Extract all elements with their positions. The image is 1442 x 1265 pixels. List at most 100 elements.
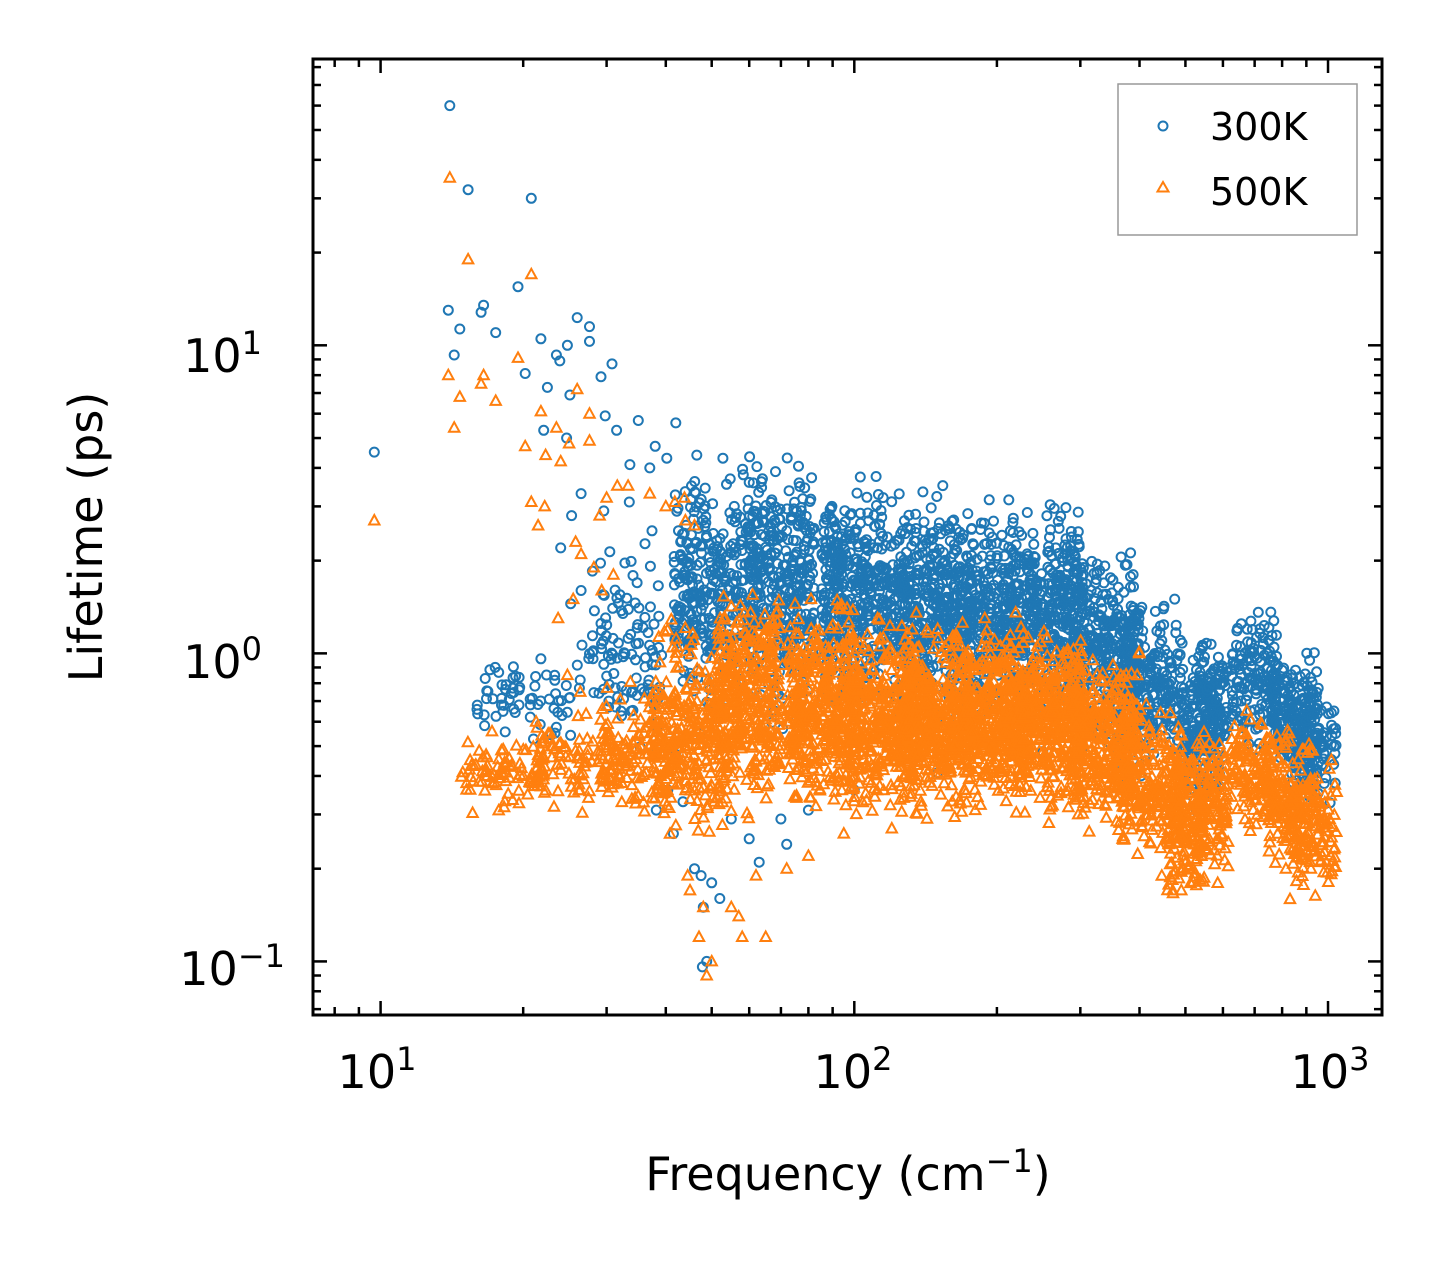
data-point-300K — [856, 556, 868, 568]
data-point-300K — [951, 545, 963, 556]
data-point-300K — [571, 659, 583, 671]
data-point-300K — [691, 559, 703, 571]
data-point-300K — [482, 685, 494, 697]
data-point-300K — [639, 538, 651, 550]
data-point-300K — [901, 522, 913, 534]
data-point-300K — [917, 540, 928, 552]
data-point-300K — [933, 517, 945, 529]
data-point-300K — [685, 608, 697, 620]
data-point-300K — [885, 596, 896, 608]
data-point-300K — [854, 471, 866, 483]
data-point-300K — [767, 535, 779, 547]
data-point-300K — [925, 605, 937, 617]
data-point-300K — [916, 547, 928, 559]
data-point-300K — [653, 610, 665, 622]
data-point-300K — [851, 487, 863, 499]
data-point-300K — [939, 554, 951, 566]
data-point-300K — [603, 679, 615, 690]
data-point-300K — [625, 555, 637, 567]
data-point-300K — [583, 653, 595, 664]
data-point-300K — [555, 695, 567, 707]
data-point-300K — [826, 514, 838, 526]
data-point-300K — [820, 513, 832, 525]
data-point-300K — [937, 604, 949, 616]
data-point-300K — [694, 557, 706, 568]
data-point-300K — [830, 568, 842, 580]
data-point-300K — [552, 706, 564, 718]
data-point-300K — [876, 511, 888, 523]
data-point-300K — [745, 554, 757, 566]
data-point-300K — [727, 538, 739, 550]
data-point-300K — [691, 573, 703, 585]
data-point-300K — [800, 524, 812, 536]
data-point-300K — [707, 528, 719, 539]
data-point-300K — [830, 523, 842, 534]
data-point-300K — [889, 633, 901, 645]
data-point-300K — [697, 514, 709, 526]
data-point-300K — [668, 579, 680, 591]
data-point-300K — [787, 534, 799, 546]
data-point-300K — [747, 477, 759, 489]
data-point-300K — [856, 566, 868, 578]
data-point-300K — [844, 547, 856, 559]
data-point-300K — [489, 661, 501, 673]
data-point-300K — [885, 573, 897, 585]
data-point-300K — [708, 542, 719, 554]
data-point-300K — [855, 598, 867, 610]
data-point-300K — [885, 580, 897, 592]
data-point-300K — [781, 452, 793, 464]
data-point-300K — [862, 564, 874, 576]
data-point-300K — [930, 613, 942, 625]
data-point-300K — [682, 556, 694, 568]
data-point-300K — [532, 699, 544, 710]
data-point-300K — [550, 721, 562, 733]
data-point-300K — [606, 647, 618, 659]
data-point-300K — [471, 699, 483, 711]
data-point-300K — [724, 473, 736, 485]
data-point-300K — [588, 605, 600, 617]
data-point-300K — [868, 542, 880, 554]
data-point-300K — [703, 612, 715, 624]
data-point-300K — [775, 577, 787, 589]
data-point-300K — [906, 540, 918, 552]
data-point-300K — [925, 553, 937, 565]
data-point-300K — [788, 503, 800, 515]
data-point-300K — [543, 693, 555, 705]
data-point-300K — [819, 596, 831, 608]
data-point-300K — [612, 637, 624, 649]
data-point-300K — [910, 527, 922, 538]
data-point-300K — [770, 466, 781, 478]
data-point-300K — [668, 556, 680, 568]
data-point-300K — [782, 534, 794, 546]
data-point-300K — [622, 603, 634, 615]
data-point-300K — [642, 627, 654, 639]
data-point-300K — [588, 687, 600, 699]
data-point-300K — [768, 572, 779, 584]
data-point-300K — [938, 600, 950, 612]
data-point-300K — [1007, 512, 1019, 524]
data-point-300K — [587, 630, 598, 642]
data-point-300K — [560, 680, 572, 691]
data-point-300K — [981, 538, 993, 549]
data-point-300K — [862, 545, 874, 557]
data-point-300K — [747, 511, 759, 523]
data-point-300K — [499, 683, 511, 695]
data-point-300K — [699, 482, 711, 494]
data-point-300K — [541, 669, 552, 681]
data-point-300K — [598, 658, 610, 670]
data-point-300K — [751, 461, 763, 473]
data-point-300K — [699, 521, 711, 532]
data-point-300K — [742, 503, 754, 515]
data-point-300K — [831, 538, 842, 549]
data-point-300K — [861, 534, 873, 546]
data-point-300K — [759, 516, 770, 528]
data-point-300K — [862, 643, 874, 654]
data-point-300K — [471, 703, 483, 715]
data-point-300K — [893, 607, 905, 619]
data-point-300K — [652, 580, 664, 592]
data-point-300K — [695, 596, 707, 608]
data-point-300K — [1003, 494, 1015, 506]
data-point-300K — [692, 522, 704, 534]
data-point-300K — [899, 578, 910, 590]
